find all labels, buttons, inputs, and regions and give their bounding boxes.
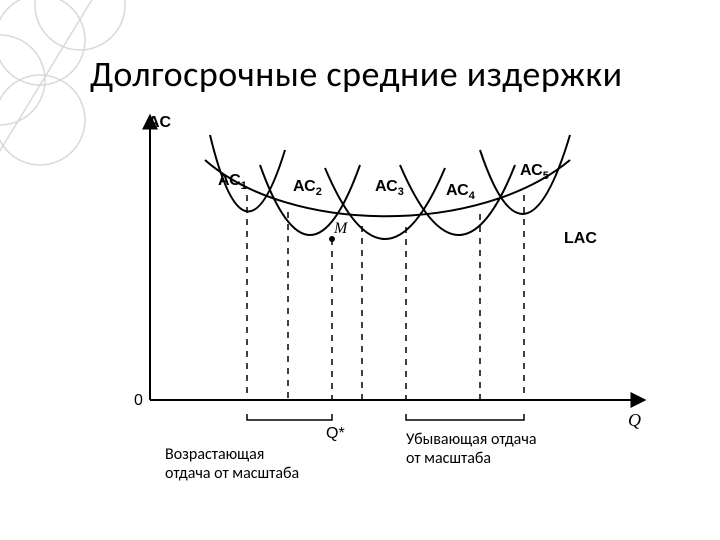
ac4-label: АС4 [446, 182, 475, 202]
lac-label: LAC [564, 230, 597, 248]
y-axis-label: AC [148, 114, 171, 132]
slide-title: Долгосрочные средние издержки [90, 52, 623, 96]
ac5-label: АС5 [520, 162, 549, 182]
ac1-label: АС1 [218, 172, 247, 192]
svg-text:M: M [333, 220, 349, 237]
ac3-label: АС3 [375, 178, 404, 198]
chart: M AC 0 Q АС1 АС2 АС3 АС4 АС5 LAC Q* Возр… [110, 110, 650, 510]
ac2-label: АС2 [293, 178, 322, 198]
x-axis-label: Q [628, 410, 641, 431]
left-caption: Возрастающая отдача от масштаба [165, 445, 299, 483]
right-caption: Убывающая отдача от масштаба [406, 430, 537, 468]
origin-label: 0 [134, 392, 143, 410]
qstar-label: Q* [326, 425, 345, 443]
slide: Долгосрочные средние издержки M AC 0 Q А… [0, 0, 720, 540]
